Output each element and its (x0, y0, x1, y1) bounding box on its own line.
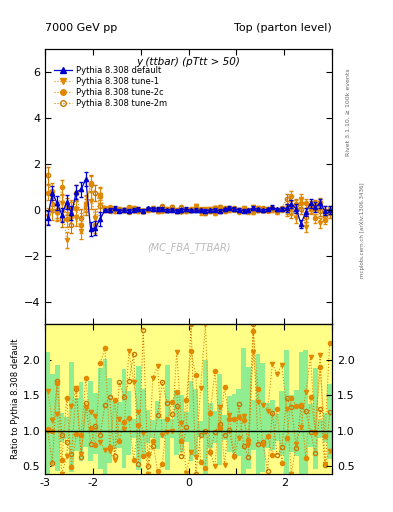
Y-axis label: Ratio to Pythia 8.308 default: Ratio to Pythia 8.308 default (11, 339, 20, 459)
Text: Top (parton level): Top (parton level) (234, 23, 332, 33)
Text: Rivet 3.1.10, ≥ 100k events: Rivet 3.1.10, ≥ 100k events (346, 69, 351, 157)
Text: 7000 GeV pp: 7000 GeV pp (45, 23, 118, 33)
Text: y (ttbar) (pTtt > 50): y (ttbar) (pTtt > 50) (137, 57, 241, 67)
Text: (MC_FBA_TTBAR): (MC_FBA_TTBAR) (147, 242, 230, 253)
Text: mcplots.cern.ch [arXiv:1306.3436]: mcplots.cern.ch [arXiv:1306.3436] (360, 183, 365, 278)
Legend: Pythia 8.308 default, Pythia 8.308 tune-1, Pythia 8.308 tune-2c, Pythia 8.308 tu: Pythia 8.308 default, Pythia 8.308 tune-… (52, 64, 168, 110)
